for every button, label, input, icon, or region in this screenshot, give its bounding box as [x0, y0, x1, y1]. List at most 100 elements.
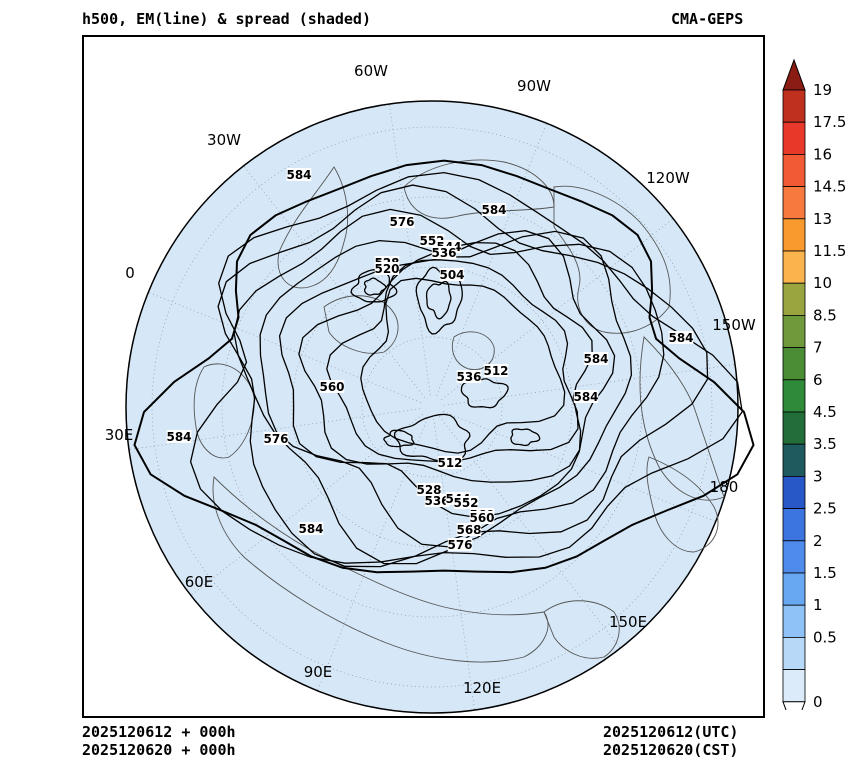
colorbar-swatch	[782, 121, 806, 155]
coastline	[543, 600, 620, 659]
contour-label: 584	[481, 203, 506, 217]
longitude-label: 120E	[463, 679, 501, 697]
colorbar-label: 6	[813, 371, 823, 389]
meridian-line	[148, 292, 422, 403]
colorbar-label: 7	[813, 339, 823, 357]
coastline	[193, 363, 255, 459]
meridian-line	[243, 165, 425, 398]
contour-label: 576	[389, 215, 414, 229]
contour-label: 584	[573, 390, 598, 404]
colorbar-label: 0	[813, 693, 823, 710]
contour-label-bg	[431, 246, 457, 259]
colorbar-swatch	[782, 475, 806, 509]
colorbar-label: 16	[813, 145, 832, 163]
longitude-label: 30W	[207, 131, 241, 149]
contour-label: 520	[374, 262, 399, 276]
contour-label: 512	[483, 364, 508, 378]
longitude-label: 90W	[517, 77, 551, 95]
longitude-label: 30E	[105, 426, 134, 444]
low-contour	[460, 378, 509, 409]
contour-label-bg	[469, 511, 495, 524]
contour-label: 552	[453, 496, 478, 510]
polar-map: 5845845765605525445365285045205125365845…	[105, 62, 756, 714]
height-contour	[259, 230, 633, 548]
contour-label-bg	[453, 496, 479, 509]
colorbar-swatch	[782, 218, 806, 252]
meridian-line	[442, 411, 716, 522]
contour-label: 536	[456, 370, 481, 384]
meridian-line	[190, 414, 423, 596]
colorbar-label: 2.5	[813, 500, 837, 518]
colorbar-label: 11.5	[813, 242, 846, 260]
colorbar-swatch	[782, 669, 806, 703]
contour-label: 528	[416, 483, 441, 497]
low-contour	[363, 277, 387, 296]
latitude-circle	[361, 336, 503, 478]
height-contour	[298, 241, 593, 483]
contour-label-bg	[439, 268, 465, 281]
colorbar-swatch	[782, 89, 806, 123]
contour-label: 536	[431, 246, 456, 260]
height-contour	[189, 171, 743, 564]
colorbar-label: 3.5	[813, 435, 837, 453]
latitude-circle	[221, 196, 643, 618]
colorbar-swatch	[782, 186, 806, 220]
contour-label-bg	[166, 430, 192, 443]
low-contour	[425, 280, 452, 320]
colorbar-label: 4.5	[813, 403, 837, 421]
low-contour	[510, 428, 541, 447]
longitude-label: 180	[710, 478, 739, 496]
contour-label: 560	[469, 511, 494, 525]
colorbar-label: 1.5	[813, 564, 837, 582]
contour-label-bg	[456, 523, 482, 536]
longitude-label: 90E	[304, 663, 333, 681]
colorbar-label: 0.5	[813, 628, 837, 646]
meridian-line	[389, 103, 431, 396]
colorbar-swatch	[782, 282, 806, 316]
height-contour	[278, 230, 616, 519]
colorbar-swatch	[782, 540, 806, 574]
contour-label-bg	[298, 522, 324, 535]
contour-label: 584	[583, 352, 608, 366]
valid-time-left: 2025120620 + 000h	[82, 741, 236, 759]
coastline	[323, 295, 399, 354]
colorbar-label: 3	[813, 467, 823, 485]
contour-label: 584	[668, 331, 693, 345]
contour-label: 584	[298, 522, 323, 536]
colorbar-label: 14.5	[813, 178, 846, 196]
latitude-circle	[291, 266, 573, 548]
contour-label-bg	[481, 203, 507, 216]
height-contour	[326, 259, 579, 463]
colorbar-label: 2	[813, 532, 823, 550]
meridian-line	[441, 218, 674, 400]
contour-label: 504	[439, 268, 464, 282]
coastline	[646, 456, 719, 553]
contour-label-bg	[456, 370, 482, 383]
contour-label: 560	[319, 380, 344, 394]
colorbar-bottom-arrow	[782, 701, 806, 710]
colorbar-label: 19	[813, 81, 832, 99]
colorbar-swatch	[782, 379, 806, 413]
colorbar-swatch	[782, 154, 806, 188]
contour-label-bg	[416, 483, 442, 496]
longitude-label: 60E	[185, 573, 214, 591]
latitude-circle	[151, 126, 713, 688]
contour-label-bg	[573, 390, 599, 403]
init-time-left: 2025120612 + 000h	[82, 723, 236, 741]
colorbar-swatch	[782, 443, 806, 477]
contour-label-bg	[389, 215, 415, 228]
colorbar-swatch	[782, 508, 806, 542]
colorbar-label: 1	[813, 596, 823, 614]
contour-label: 584	[166, 430, 191, 444]
colorbar-swatch	[782, 250, 806, 284]
contour-label: 512	[437, 456, 462, 470]
colorbar-label: 13	[813, 210, 832, 228]
contour-label-bg	[668, 331, 694, 344]
init-time-utc: 2025120612(UTC)	[603, 723, 739, 741]
contour-label-bg	[263, 432, 289, 445]
longitude-label: 150W	[712, 316, 756, 334]
contour-label-bg	[583, 352, 609, 365]
colorbar-swatch	[782, 637, 806, 671]
map-title: h500, EM(line) & spread (shaded)	[82, 10, 371, 28]
height-contour	[217, 184, 709, 568]
